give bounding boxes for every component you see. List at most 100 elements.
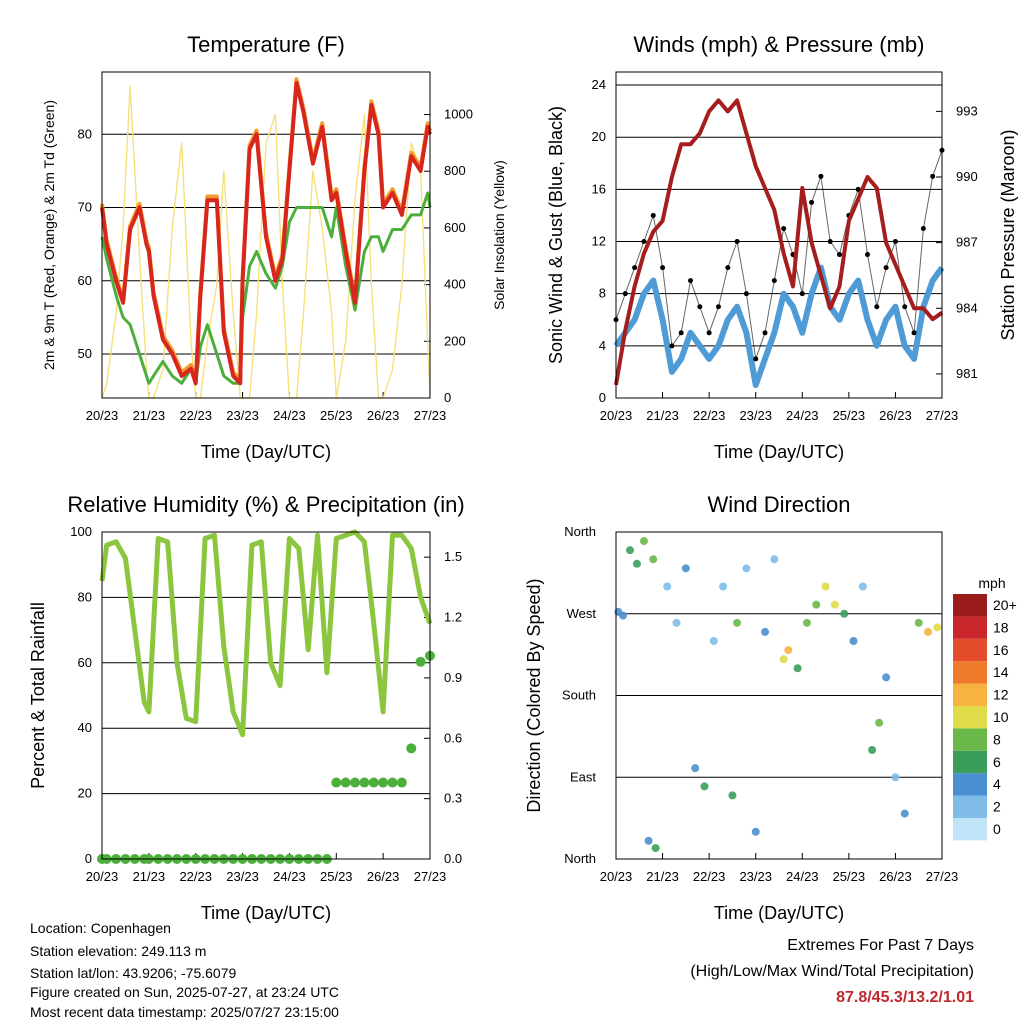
wind-direction-point	[858, 582, 867, 591]
x-tick-label: 23/23	[226, 869, 259, 884]
x-tick-label: 23/23	[226, 408, 259, 423]
x-tick-label: 22/23	[179, 408, 212, 423]
x-tick-label: 27/23	[926, 408, 959, 423]
y-tick-label: 80	[78, 126, 92, 141]
colorbar-label: 10	[993, 709, 1009, 725]
y-tick-label: 0	[599, 390, 606, 405]
precipitation-point	[359, 777, 370, 788]
y2-tick-label: 600	[444, 220, 466, 235]
y2-tick-label: 0.6	[444, 730, 462, 745]
precipitation-point	[378, 777, 389, 788]
y-tick-label: 4	[599, 338, 606, 353]
colorbar-label: 4	[993, 776, 1001, 792]
location-text: Location: Copenhagen	[30, 920, 171, 936]
colorbar-label: 8	[993, 731, 1001, 747]
y-tick-label: 100	[70, 524, 92, 539]
y2-tick-label: 981	[956, 366, 978, 381]
temperature-chart: Temperature (F) Time (Day/UTC) 2m & 9m T (…	[41, 32, 507, 462]
y2-tick-label: 0.9	[444, 670, 462, 685]
wind-direction-point	[802, 618, 811, 627]
y-tick-label: 60	[78, 655, 92, 670]
wind-direction-point	[840, 609, 849, 618]
y-axis-label: Percent & Total Rainfall	[28, 602, 48, 789]
latlon-text: Station lat/lon: 43.9206; -75.6079	[30, 965, 237, 981]
precipitation-point	[368, 777, 379, 788]
wind-direction-point	[924, 627, 933, 636]
colorbar-swatch	[953, 706, 987, 729]
wind-direction-point	[779, 655, 788, 664]
y-tick-label: 16	[592, 181, 606, 196]
x-axis-label: Time (Day/UTC)	[201, 442, 331, 462]
colorbar-swatch	[953, 683, 987, 706]
x-axis-label: Time (Day/UTC)	[714, 903, 844, 923]
y-tick-label: 50	[78, 346, 92, 361]
wind-direction-point	[821, 582, 830, 591]
x-tick-label: 26/23	[367, 869, 400, 884]
y-axis-label: 2m & 9m T (Red, Orange) & 2m Td (Green)	[41, 100, 57, 370]
y2-tick-label: 1.2	[444, 610, 462, 625]
colorbar-swatch	[953, 818, 987, 841]
colorbar-label: 12	[993, 687, 1009, 703]
y-tick-label: 70	[78, 200, 92, 215]
plot-frame	[101, 71, 431, 399]
wind-direction-point	[770, 555, 779, 564]
y-tick-label: 24	[592, 77, 606, 92]
colorbar-swatch	[953, 795, 987, 818]
precipitation-point	[415, 656, 426, 667]
station-pressure-line	[614, 98, 944, 386]
wind-direction-point	[700, 782, 709, 791]
x-tick-label: 21/23	[133, 408, 166, 423]
wind-direction-point	[632, 559, 641, 568]
colorbar-swatch	[953, 661, 987, 684]
wind-direction-point	[625, 546, 634, 555]
wind-direction-point	[882, 673, 891, 682]
x-axis-label: Time (Day/UTC)	[201, 903, 331, 923]
chart-title: Wind Direction	[707, 492, 850, 517]
dewpoint-2m-line	[100, 191, 432, 385]
wind-direction-point	[719, 582, 728, 591]
chart-title: Relative Humidity (%) & Precipitation (i…	[67, 492, 464, 517]
wind-direction-chart: Wind Direction Time (Day/UTC) Direction (C…	[524, 492, 1017, 923]
y-tick-label: 60	[78, 273, 92, 288]
y-tick-label: North	[564, 851, 596, 866]
colorbar-label: 20+	[993, 597, 1017, 613]
wind-direction-point	[672, 618, 681, 627]
wind-direction-point	[761, 627, 770, 636]
x-tick-label: 25/23	[320, 869, 353, 884]
y-tick-label: 20	[78, 786, 92, 801]
wind-direction-point	[644, 836, 653, 845]
gust-line	[615, 150, 943, 360]
sonic-wind-line	[613, 264, 945, 388]
x-tick-label: 20/23	[600, 869, 633, 884]
x-tick-label: 24/23	[786, 408, 819, 423]
x-tick-label: 21/23	[646, 408, 679, 423]
y2-tick-label: 993	[956, 103, 978, 118]
wind-direction-point	[830, 600, 839, 609]
plot-frame	[101, 531, 431, 860]
colorbar-label: 14	[993, 664, 1009, 680]
x-tick-label: 25/23	[833, 869, 866, 884]
y-tick-label: 0	[85, 851, 92, 866]
extremes-title: Extremes For Past 7 Days	[787, 937, 974, 954]
y2-axis-label: Station Pressure (Maroon)	[998, 129, 1018, 340]
colorbar-label: 0	[993, 821, 1001, 837]
x-tick-label: 27/23	[414, 869, 447, 884]
x-tick-label: 21/23	[133, 869, 166, 884]
x-tick-label: 24/23	[273, 408, 306, 423]
wind-direction-point	[681, 564, 690, 573]
x-tick-label: 23/23	[739, 869, 772, 884]
y2-tick-label: 1000	[444, 107, 473, 122]
wind-direction-point	[651, 844, 660, 853]
wind-direction-point	[812, 600, 821, 609]
wind-direction-point	[933, 623, 942, 632]
wind-direction-point	[875, 718, 884, 727]
precipitation-point	[396, 777, 407, 788]
x-tick-label: 26/23	[879, 869, 912, 884]
x-tick-label: 20/23	[86, 408, 119, 423]
x-tick-label: 27/23	[414, 408, 447, 423]
y2-tick-label: 400	[444, 277, 466, 292]
y-axis-label: Sonic Wind & Gust (Blue, Black)	[546, 106, 566, 364]
plot-frame	[615, 71, 943, 399]
precipitation-point	[387, 777, 398, 788]
y2-tick-label: 0.0	[444, 851, 462, 866]
